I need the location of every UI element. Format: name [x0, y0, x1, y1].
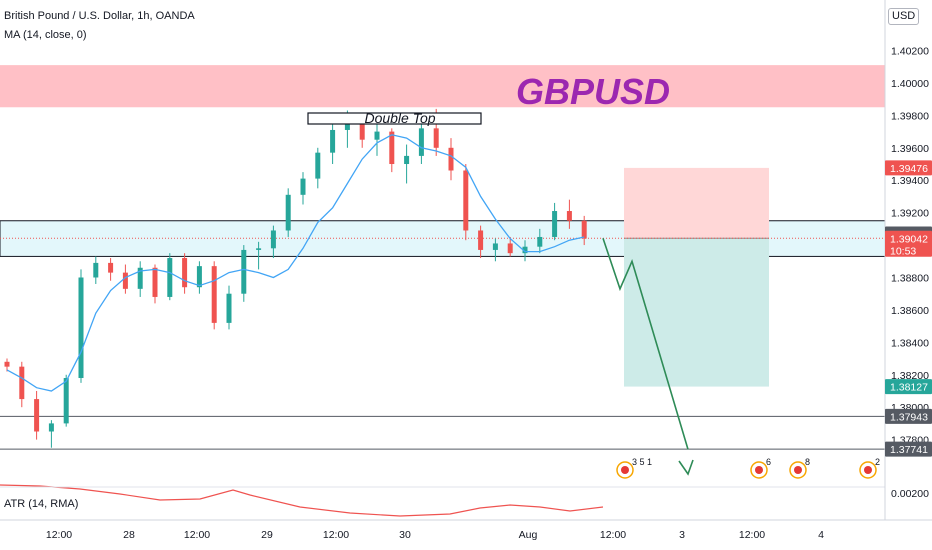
price-tick-label: 1.38600	[891, 305, 929, 317]
time-tick-label: 3	[679, 529, 685, 541]
candle-body	[566, 211, 572, 221]
event-count: 8	[805, 457, 810, 467]
candle-body	[300, 178, 306, 195]
candle-body	[48, 423, 54, 432]
candle-body	[256, 248, 262, 250]
price-badge-label: 1.39042	[890, 233, 928, 245]
price-badge	[885, 160, 932, 176]
candle-body	[522, 246, 528, 254]
atr-line	[0, 484, 604, 517]
projection-arrowhead	[678, 459, 694, 476]
candle-body	[211, 266, 217, 323]
double-top-box	[307, 112, 482, 125]
candle-body	[122, 272, 128, 289]
stop-loss-zone	[624, 167, 769, 239]
candle-body	[344, 120, 350, 130]
event-count: 2	[875, 457, 880, 467]
price-tick-label: 1.39400	[891, 175, 929, 187]
time-tick-label: Aug	[519, 529, 538, 541]
time-tick-label: 28	[123, 529, 135, 541]
time-tick-label: 12:00	[323, 529, 349, 541]
candle-body	[418, 128, 424, 156]
resistance-zone	[0, 65, 885, 108]
price-badge-label: 1.37741	[890, 444, 928, 456]
candle-body	[552, 211, 558, 237]
candle-body	[389, 131, 395, 165]
candle-body	[108, 262, 114, 273]
price-tick-label: 1.39200	[891, 208, 929, 220]
event-flag-icon	[621, 466, 629, 474]
candle-body	[433, 128, 439, 148]
atr-legend: ATR (14, RMA)	[4, 498, 79, 510]
time-tick-label: 12:00	[600, 529, 626, 541]
chart-title: GBPUSD	[516, 71, 670, 112]
projection-arrow	[602, 238, 689, 450]
candle-body	[492, 243, 498, 250]
price-badge-label: 1.38127	[890, 382, 928, 394]
candle-body	[196, 266, 202, 288]
price-tick-label: 1.40200	[891, 46, 929, 58]
candle-body	[19, 366, 25, 400]
price-tick-label: 1.39600	[891, 143, 929, 155]
time-tick-label: 4	[818, 529, 824, 541]
event-flag-icon	[864, 466, 872, 474]
price-tick-label: 1.39800	[891, 110, 929, 122]
candle-body	[330, 129, 336, 153]
candle-body	[285, 194, 291, 231]
candle-body	[241, 249, 247, 294]
candle-body	[537, 236, 543, 247]
symbol-title: British Pound / U.S. Dollar, 1h, OANDA	[4, 10, 195, 22]
event-flag-icon	[794, 466, 802, 474]
atr-tick-label: 0.00200	[891, 488, 929, 500]
candle-body	[78, 277, 84, 379]
price-tick-label: 1.38200	[891, 370, 929, 382]
moving-average-line	[6, 134, 585, 392]
price-tick-label: 1.38800	[891, 272, 929, 284]
indicator-legend: MA (14, close, 0)	[4, 29, 87, 41]
price-badge-label: 1.39476	[890, 163, 928, 175]
candle-body	[182, 258, 188, 288]
currency-button[interactable]: USD	[888, 8, 920, 25]
price-badge-label: 1.37943	[890, 411, 928, 423]
price-tick-label: 1.40000	[891, 78, 929, 90]
candle-body	[226, 293, 232, 323]
candle-body	[374, 131, 380, 140]
price-badge	[885, 408, 932, 424]
candle-body	[448, 147, 454, 171]
price-badge	[885, 441, 932, 457]
time-tick-label: 12:00	[184, 529, 210, 541]
candle-body	[167, 258, 173, 297]
price-badge	[885, 230, 932, 257]
double-top-label: Double Top	[364, 110, 435, 126]
candle-body	[137, 267, 143, 289]
candle-body	[34, 399, 40, 432]
candle-body	[4, 361, 10, 367]
candle-body	[359, 120, 365, 140]
price-badge	[885, 379, 932, 395]
candle-body	[63, 378, 69, 424]
event-count: 3 5 1	[632, 457, 652, 467]
candle-body	[478, 230, 484, 250]
take-profit-zone	[624, 238, 769, 387]
countdown-label: 10:53	[890, 245, 916, 257]
time-tick-label: 29	[261, 529, 273, 541]
time-tick-label: 12:00	[46, 529, 72, 541]
candle-body	[463, 170, 469, 231]
candle-body	[93, 262, 99, 278]
event-count: 6	[766, 457, 771, 467]
time-tick-label: 12:00	[739, 529, 765, 541]
candle-body	[581, 220, 587, 239]
candle-body	[152, 267, 158, 297]
event-flag-icon	[755, 466, 763, 474]
time-tick-label: 30	[399, 529, 411, 541]
candle-body	[507, 243, 513, 254]
candle-body	[404, 155, 410, 165]
candle-body	[270, 230, 276, 249]
candle-body	[315, 152, 321, 179]
price-tick-label: 1.38400	[891, 337, 929, 349]
